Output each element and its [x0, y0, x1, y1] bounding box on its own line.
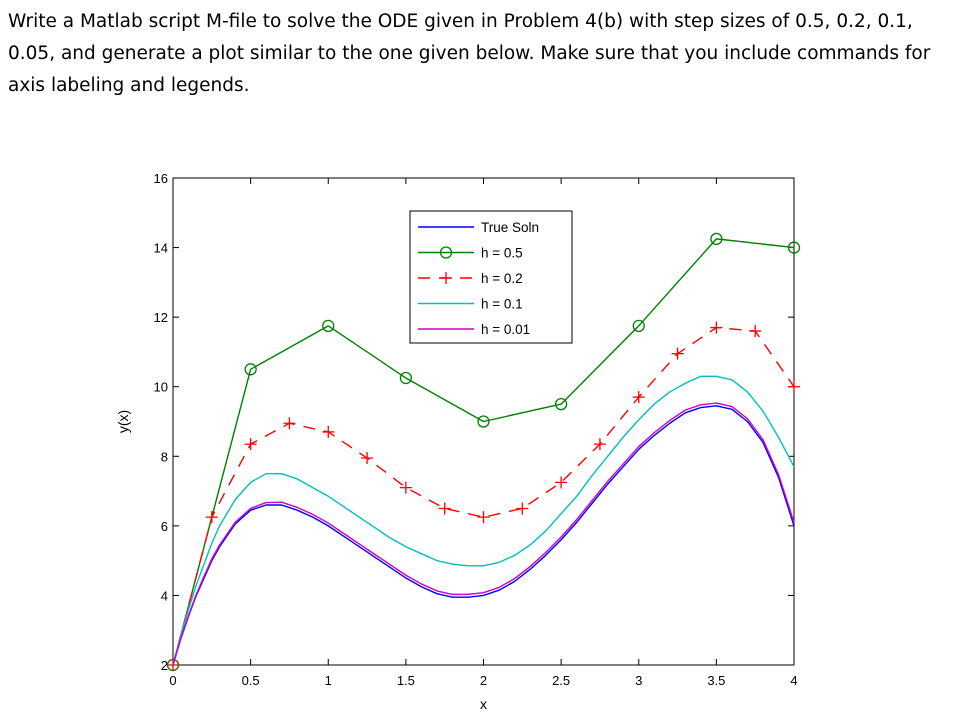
data-point	[555, 476, 568, 489]
y-tick-label: 14	[154, 241, 168, 256]
data-point	[554, 397, 568, 411]
series-4	[172, 402, 795, 666]
legend-entry: h = 0.5	[418, 246, 523, 261]
data-point	[788, 380, 800, 393]
x-axis-label: x	[480, 696, 487, 712]
x-tick-label: 3	[635, 673, 642, 688]
data-point	[632, 391, 645, 404]
y-axis-label: y(x)	[115, 410, 131, 433]
series-line	[172, 375, 795, 666]
data-point	[710, 232, 723, 246]
data-point	[749, 325, 762, 338]
legend-label: h = 0.01	[481, 322, 530, 337]
data-point	[632, 319, 645, 332]
legend-entry: h = 0.2	[418, 271, 523, 286]
series-line	[172, 326, 795, 666]
legend-marker	[439, 246, 453, 259]
x-tick-label: 1	[325, 673, 332, 688]
problem-statement: Write a Matlab script M-file to solve th…	[8, 11, 931, 96]
data-point	[244, 438, 257, 451]
data-point	[477, 511, 490, 524]
series-line	[172, 402, 795, 666]
series-line	[172, 405, 795, 666]
y-tick-label: 10	[154, 380, 168, 395]
data-point	[399, 481, 412, 494]
y-tick-label: 12	[154, 310, 168, 325]
x-tick-label: 0.5	[242, 673, 260, 688]
legend-entry: True Soln	[418, 220, 539, 235]
legend-box	[409, 210, 573, 344]
data-point	[283, 417, 296, 430]
legend-label: h = 0.5	[481, 246, 523, 261]
x-tick-label: 3.5	[707, 673, 725, 688]
data-point	[477, 415, 490, 428]
legend-label: True Soln	[481, 220, 539, 235]
data-point	[710, 321, 723, 334]
legend-entry: h = 0.01	[418, 322, 530, 337]
data-point	[516, 502, 529, 515]
data-point	[593, 438, 606, 451]
y-tick-label: 16	[154, 171, 168, 186]
x-tick-label: 2.5	[552, 673, 570, 688]
series-1	[166, 232, 801, 672]
series-3	[172, 375, 795, 666]
data-point	[361, 452, 374, 465]
data-point	[244, 363, 257, 376]
y-tick-label: 6	[161, 519, 168, 534]
series-2	[167, 321, 800, 671]
series-0	[172, 405, 795, 666]
legend: True Soln h = 0.5 h = 0.2 h = 0.1 h = 0.01	[409, 210, 573, 344]
data-point	[671, 347, 684, 360]
data-point	[438, 502, 451, 515]
series-line	[172, 238, 795, 666]
legend-marker	[440, 272, 452, 284]
data-point	[322, 425, 335, 438]
x-tick-label: 0	[169, 673, 176, 688]
x-tick-label: 2	[480, 673, 487, 688]
legend-label: h = 0.1	[481, 297, 523, 312]
data-point	[205, 511, 218, 524]
legend-label: h = 0.2	[481, 271, 523, 286]
x-tick-label: 4	[790, 673, 797, 688]
y-tick-label: 2	[161, 658, 168, 673]
legend-entry: h = 0.1	[418, 297, 523, 312]
data-point	[399, 371, 413, 385]
x-tick-label: 1.5	[397, 673, 415, 688]
plot-area: 0 0.5 1 1.5 2 2.5 3 3.5 4 2 4 6 8 10 12 14 16 True Soln h …	[154, 171, 801, 688]
data-point	[322, 319, 335, 332]
data-point	[787, 241, 801, 254]
y-tick-label: 4	[161, 588, 168, 603]
y-tick-label: 8	[161, 449, 168, 464]
